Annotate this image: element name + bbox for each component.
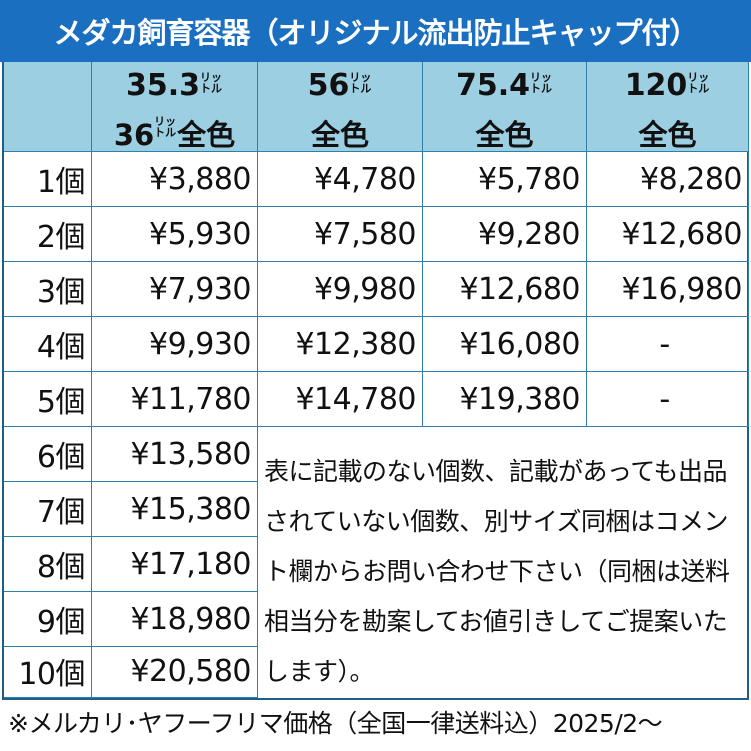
quantity-cell: 10個 [4, 645, 92, 698]
price-cell: ¥20,580 [92, 645, 258, 698]
column-color-label: 全色 [475, 118, 534, 152]
column-header: 120リットル 全色 [587, 62, 749, 152]
price-cell: ¥12,680 [587, 207, 749, 262]
quantity-cell: 5個 [4, 372, 92, 427]
quantity-cell: 6個 [4, 427, 92, 482]
price-cell: ¥11,780 [92, 372, 258, 427]
price-cell: ¥15,380 [92, 482, 258, 537]
price-cell: ¥5,930 [92, 207, 258, 262]
quantity-cell: 1個 [4, 152, 92, 207]
footer-note: ※メルカリ･ヤフーフリマ価格（全国一律送料込）2025/2～ [8, 709, 663, 738]
quantity-cell: 2個 [4, 207, 92, 262]
price-cell: ¥14,780 [258, 372, 423, 427]
price-cell: ¥13,580 [92, 427, 258, 482]
liter-unit: リットル [200, 71, 223, 95]
quantity-cell: 7個 [4, 482, 92, 537]
column-header: 56リットル 全色 [258, 62, 423, 152]
price-cell: ¥12,380 [258, 317, 423, 372]
price-cell: - [587, 372, 749, 427]
column-size-alt: 36 [113, 118, 155, 152]
price-cell: ¥3,880 [92, 152, 258, 207]
price-cell: ¥9,980 [258, 262, 423, 317]
column-size: 35.3 [125, 68, 201, 103]
column-color-label: 全色 [310, 118, 369, 152]
price-cell: ¥7,930 [92, 262, 258, 317]
price-cell: ¥4,780 [258, 152, 423, 207]
notice-text: 表に記載のない個数、記載があっても出品されていない個数、別サイズ同梱はコメント欄… [264, 457, 730, 686]
quantity-cell: 3個 [4, 262, 92, 317]
column-header: 35.3リットル 36リットル全色 [92, 62, 258, 152]
page-title: メダカ飼育容器（オリジナル流出防止キャップ付） [0, 0, 751, 62]
quantity-cell: 9個 [4, 592, 92, 647]
price-table: 35.3リットル 36リットル全色 56リットル 全色 75.4リットル 全色 … [2, 62, 749, 700]
price-cell: ¥16,980 [587, 262, 749, 317]
column-color-label: 全色 [638, 118, 697, 152]
quantity-cell: 8個 [4, 537, 92, 592]
liter-unit: リットル [154, 115, 177, 139]
price-cell: ¥9,280 [423, 207, 587, 262]
price-cell: ¥19,380 [423, 372, 587, 427]
price-cell: ¥8,280 [587, 152, 749, 207]
column-size: 56 [307, 68, 350, 103]
liter-unit: リットル [687, 71, 710, 95]
quantity-cell: 4個 [4, 317, 92, 372]
liter-unit: リットル [349, 71, 372, 95]
price-cell: ¥18,980 [92, 592, 258, 647]
price-cell: ¥17,180 [92, 537, 258, 592]
liter-unit: リットル [530, 71, 553, 95]
column-size: 75.4 [455, 68, 531, 103]
price-cell: ¥5,780 [423, 152, 587, 207]
column-size: 120 [624, 68, 688, 103]
price-cell: ¥16,080 [423, 317, 587, 372]
price-cell: ¥7,580 [258, 207, 423, 262]
price-cell: ¥12,680 [423, 262, 587, 317]
price-cell: ¥9,930 [92, 317, 258, 372]
column-color-label: 全色 [177, 118, 236, 152]
column-header: 75.4リットル 全色 [423, 62, 587, 152]
price-cell: - [587, 317, 749, 372]
header-corner [4, 62, 92, 152]
